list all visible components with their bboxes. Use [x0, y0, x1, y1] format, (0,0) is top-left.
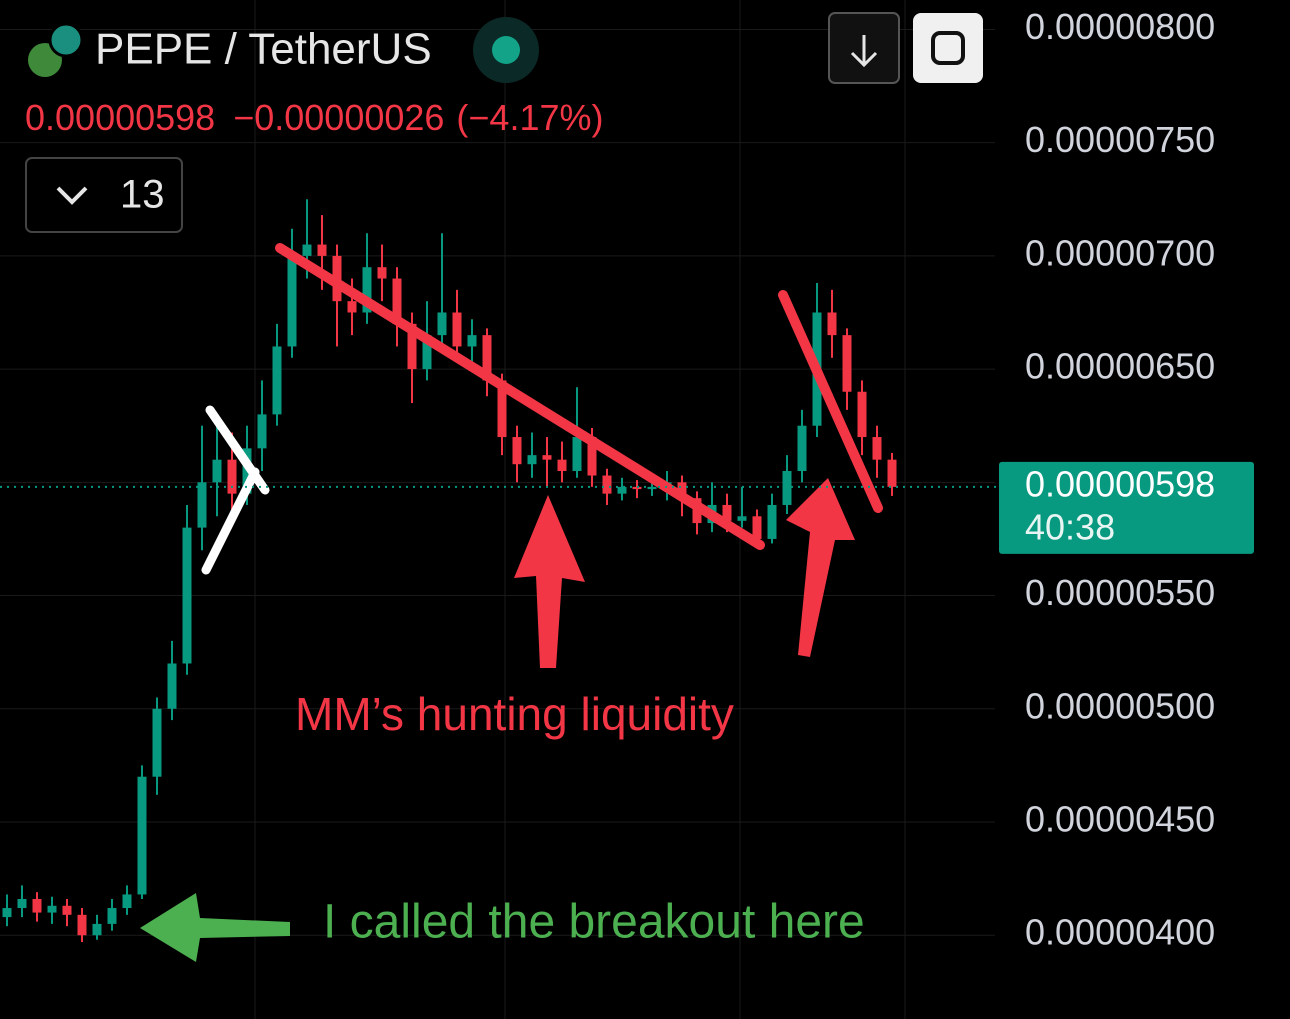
- candle-body: [152, 708, 162, 777]
- candle-body: [647, 486, 657, 490]
- candle-body: [527, 455, 537, 465]
- candle-body: [122, 894, 132, 909]
- candle-body: [227, 459, 237, 494]
- candle-body: [182, 527, 192, 664]
- candle-body: [677, 482, 687, 499]
- arrow-up: [786, 478, 855, 657]
- candle-body: [197, 482, 207, 528]
- candle-body: [257, 414, 267, 449]
- y-tick-label: 0.00000750: [1025, 119, 1215, 160]
- candle-body: [482, 335, 492, 381]
- candle-body: [737, 516, 747, 521]
- candle-body: [167, 663, 177, 709]
- candle-body: [437, 312, 447, 336]
- candle-body: [17, 898, 27, 909]
- exchange-icon: [48, 22, 84, 58]
- y-tick-label: 0.00000700: [1025, 232, 1215, 273]
- y-tick-label: 0.00000450: [1025, 799, 1215, 840]
- candle-body: [407, 323, 417, 370]
- candle-body: [572, 437, 582, 472]
- chevron: [56, 186, 88, 205]
- change-pct: (−4.17%): [456, 97, 603, 138]
- candle-body: [212, 459, 222, 483]
- candle-body: [467, 335, 477, 347]
- annotation: I called the breakout here: [323, 896, 865, 949]
- sketch-line: [201, 467, 260, 575]
- candle-body: [797, 425, 807, 472]
- candle-body: [92, 923, 102, 936]
- candle-body: [2, 908, 12, 918]
- trend-line: [275, 243, 765, 550]
- candle-body: [557, 459, 567, 472]
- candle-body: [767, 504, 777, 539]
- candle-body: [347, 301, 357, 313]
- candle-body: [617, 486, 627, 494]
- fullscreen-button[interactable]: [913, 13, 983, 83]
- countdown: 40:38: [1025, 506, 1115, 547]
- interval-button[interactable]: [25, 157, 183, 233]
- y-tick-label: 0.00000400: [1025, 912, 1215, 953]
- candle-body: [377, 267, 387, 279]
- change: −0.00000026: [233, 97, 444, 138]
- candle-body: [302, 244, 312, 256]
- candle-body: [107, 908, 117, 924]
- candle-body: [392, 278, 402, 324]
- download-icon: [850, 35, 878, 68]
- fullscreen-icon: [931, 31, 965, 65]
- y-tick-label: 0.00000800: [1025, 6, 1215, 47]
- candle-body: [887, 459, 897, 487]
- candle-body: [317, 244, 327, 256]
- annotation: MM’s hunting liquidity: [295, 688, 734, 740]
- candle-body: [587, 437, 597, 476]
- candle-body: [632, 486, 642, 490]
- y-tick-label: 0.00000500: [1025, 685, 1215, 726]
- trend-line: [778, 290, 883, 513]
- drawings: [140, 243, 883, 962]
- candle-body: [857, 391, 867, 438]
- candle-body: [602, 475, 612, 494]
- symbol: PEPE / TetherUS: [95, 25, 432, 74]
- candle-body: [722, 504, 732, 521]
- last-price-box: [999, 461, 1254, 554]
- candle-body: [842, 335, 852, 392]
- last-price-label: 0.00000598: [1025, 463, 1215, 504]
- candle-body: [77, 914, 87, 936]
- candle-body: [512, 437, 522, 465]
- candle-body: [287, 255, 297, 347]
- candle-body: [137, 776, 147, 895]
- candle-body: [32, 898, 42, 913]
- candle-body: [782, 471, 792, 505]
- candle-body: [542, 455, 552, 460]
- arrow-up: [514, 495, 585, 668]
- interval: 13: [120, 173, 165, 217]
- candle-body: [47, 905, 57, 913]
- candle-body: [827, 312, 837, 336]
- price: 0.00000598: [25, 97, 215, 138]
- candle-body: [362, 267, 372, 313]
- candle-body: [872, 437, 882, 460]
- grid: [0, 0, 995, 1019]
- status-dot: [492, 36, 520, 64]
- y-tick-label: 0.00000550: [1025, 572, 1215, 613]
- candle-body: [497, 380, 507, 438]
- price-line: 0.00000598 −0.00000026 (−4.17%): [25, 97, 604, 138]
- candle-body: [62, 905, 72, 915]
- candle-body: [752, 516, 762, 539]
- candle-body: [272, 346, 282, 415]
- candle-body: [452, 312, 462, 347]
- y-tick-label: 0.00000650: [1025, 346, 1215, 387]
- arrow-left: [140, 893, 290, 962]
- candle-body: [422, 335, 432, 370]
